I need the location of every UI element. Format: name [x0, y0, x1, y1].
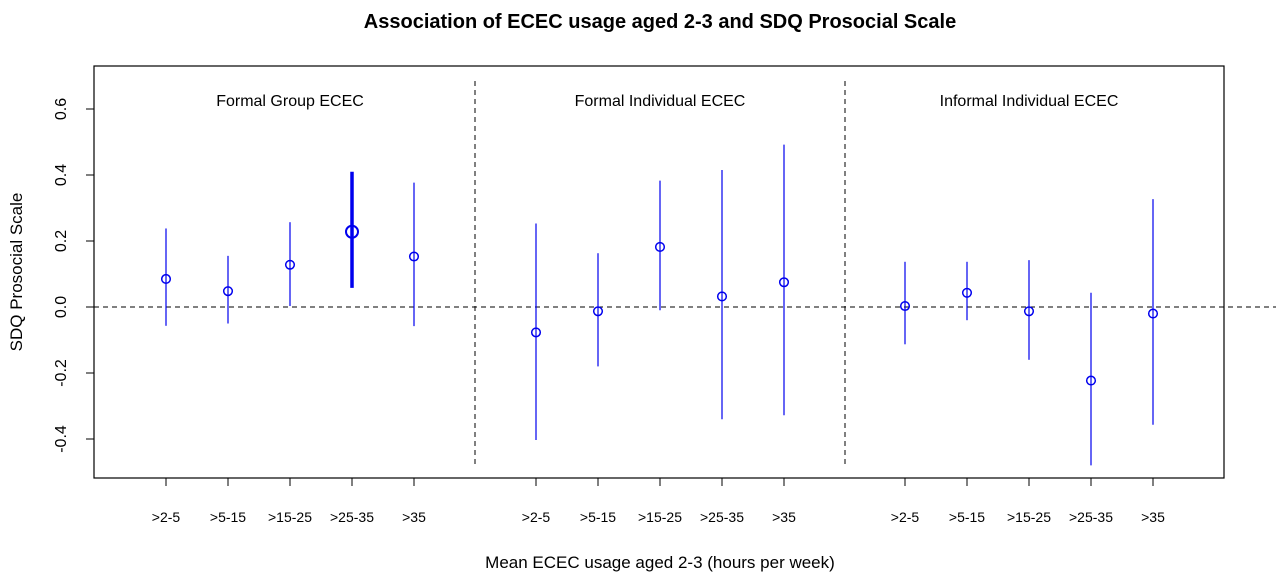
- x-tick-label: >35: [1141, 509, 1165, 525]
- x-tick-label: >5-15: [210, 509, 246, 525]
- y-tick-label: -0.2: [53, 359, 70, 387]
- x-tick-label: >35: [402, 509, 426, 525]
- point-estimate: [716, 291, 728, 302]
- x-tick-label: >15-25: [1007, 509, 1051, 525]
- x-tick-label: >25-35: [330, 509, 374, 525]
- point-estimate: [1023, 306, 1035, 317]
- x-axis: >2-5 >5-15 >15-25 >25-35 >35 >2-5 >5-15 >15-25 >…: [152, 478, 1165, 525]
- y-axis: -0.4 -0.2 0.0 0.2 0.4 0.6: [53, 98, 95, 453]
- y-tick-label: 0.6: [53, 98, 70, 120]
- y-tick-label: 0.0: [53, 296, 70, 318]
- point-estimate: [345, 224, 359, 239]
- point-estimate: [408, 251, 420, 262]
- y-tick-label: 0.2: [53, 230, 70, 252]
- point-estimate: [160, 273, 172, 285]
- plot-frame: [93, 65, 1225, 479]
- y-tick-label: 0.4: [53, 164, 70, 186]
- x-tick-label: >2-5: [152, 509, 181, 525]
- x-tick-label: >5-15: [580, 509, 616, 525]
- x-tick-label: >15-25: [638, 509, 682, 525]
- panel-label: Formal Group ECEC: [216, 93, 364, 110]
- panel: Formal Group ECEC: [160, 93, 420, 327]
- point-estimate: [654, 241, 666, 252]
- point-estimate: [1147, 308, 1159, 319]
- x-tick-label: >2-5: [891, 509, 920, 525]
- x-tick-label: >25-35: [1069, 509, 1113, 525]
- panel-label: Informal Individual ECEC: [940, 93, 1119, 110]
- x-tick-label: >5-15: [949, 509, 985, 525]
- point-estimate: [222, 286, 234, 297]
- x-tick-label: >2-5: [522, 509, 551, 525]
- panel: Informal Individual ECEC: [899, 93, 1159, 466]
- point-estimate: [284, 259, 296, 270]
- point-estimate: [778, 277, 790, 288]
- y-axis-label: SDQ Prosocial Scale: [7, 193, 26, 352]
- point-estimate: [899, 300, 911, 312]
- x-tick-label: >15-25: [268, 509, 312, 525]
- panel-label: Formal Individual ECEC: [575, 93, 746, 110]
- x-tick-label: >35: [772, 509, 796, 525]
- panel: Formal Individual ECEC: [530, 93, 790, 440]
- point-estimate: [1085, 375, 1097, 386]
- panels: Formal Group ECEC Formal Individual ECEC I…: [160, 81, 1159, 466]
- point-estimate: [961, 287, 973, 298]
- x-axis-label: Mean ECEC usage aged 2-3 (hours per week…: [485, 553, 835, 572]
- point-estimate: [530, 327, 542, 338]
- x-tick-label: >25-35: [700, 509, 744, 525]
- point-estimate: [592, 306, 604, 317]
- y-tick-label: -0.4: [53, 425, 70, 453]
- chart-title: Association of ECEC usage aged 2-3 and S…: [364, 11, 956, 33]
